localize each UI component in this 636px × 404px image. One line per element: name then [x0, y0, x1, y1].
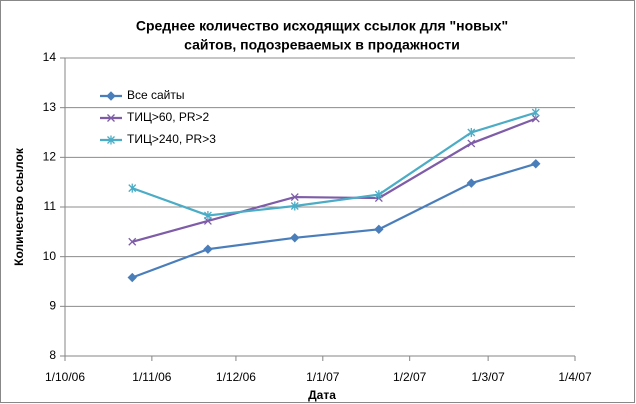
legend-marker	[107, 135, 115, 145]
data-point	[374, 224, 384, 235]
y-tick-label: 11	[44, 199, 57, 213]
data-point	[290, 201, 299, 211]
y-tick-label: 13	[43, 100, 57, 114]
data-point	[466, 178, 477, 188]
data-point	[128, 237, 137, 246]
x-tick-label: 1/12/06	[216, 370, 256, 384]
y-tick-label: 14	[43, 50, 57, 64]
series-line	[131, 111, 537, 217]
chart-title: сайтов, подозреваемых в продажности	[184, 37, 460, 53]
x-tick-label: 1/4/07	[558, 370, 592, 384]
y-tick-label: 8	[49, 348, 56, 362]
legend-label: Все сайты	[127, 88, 185, 102]
x-tick-label: 1/2/07	[393, 370, 427, 384]
y-axis-title: Количество ссылок	[12, 147, 26, 266]
legend-marker	[106, 91, 116, 101]
data-point	[531, 159, 541, 169]
x-tick-label: 1/10/06	[45, 370, 85, 384]
series-line	[131, 162, 537, 279]
y-tick-label: 9	[49, 299, 56, 313]
x-axis-title: Дата	[308, 388, 336, 402]
y-tick-label: 10	[43, 249, 57, 263]
series-line	[131, 117, 537, 243]
data-point	[203, 244, 213, 254]
data-point	[531, 114, 540, 123]
data-point	[128, 183, 137, 193]
legend-marker	[107, 114, 115, 122]
data-point	[290, 193, 299, 202]
data-point	[127, 272, 137, 283]
data-point	[203, 210, 212, 220]
data-point	[467, 139, 476, 148]
x-tick-label: 1/1/07	[306, 370, 340, 384]
x-tick-label: 1/3/07	[471, 370, 505, 384]
data-point	[467, 128, 476, 137]
y-tick-label: 12	[43, 150, 57, 164]
legend-label: ТИЦ>60, PR>2	[127, 110, 210, 124]
data-point	[531, 108, 540, 118]
chart-title: Среднее количество исходящих ссылок для …	[136, 18, 508, 34]
x-tick-label: 1/11/06	[132, 370, 171, 384]
data-point	[290, 233, 300, 243]
data-point	[374, 190, 383, 200]
legend-label: ТИЦ>240, PR>3	[127, 132, 216, 146]
